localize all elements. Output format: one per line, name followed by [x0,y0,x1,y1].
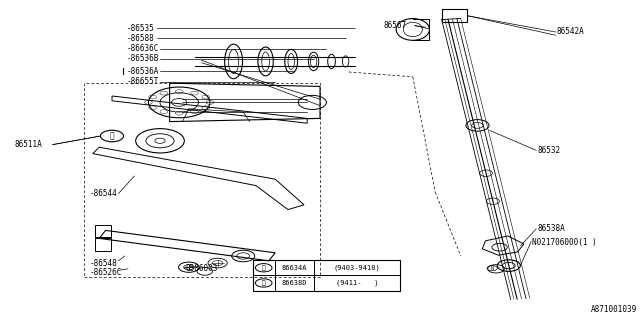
Text: -86526C: -86526C [90,268,122,277]
Text: -86548: -86548 [90,260,117,268]
Text: ①: ① [262,265,266,270]
Text: 86511A: 86511A [14,140,42,149]
Bar [84,83,320,277]
Text: 0586003: 0586003 [186,264,218,273]
Text: -86588: -86588 [127,34,154,43]
Text: -86536B: -86536B [127,54,159,63]
Text: N: N [491,266,493,271]
Text: (9411-   ): (9411- ) [336,280,378,286]
Text: ①: ① [109,132,115,140]
Bar [253,260,400,291]
Text: -86544: -86544 [90,189,117,198]
Text: (9403-9410): (9403-9410) [333,265,381,271]
Bar [95,238,111,251]
Text: ①: ① [262,280,266,286]
Text: 86532: 86532 [538,146,561,155]
Text: -86636C: -86636C [127,44,159,53]
Text: 86638D: 86638D [282,280,307,286]
Text: -86655T: -86655T [127,77,159,86]
Text: 86542A: 86542A [557,28,584,36]
Text: 86567: 86567 [384,21,407,30]
Text: -86535: -86535 [127,24,154,33]
Text: A871001039: A871001039 [591,305,637,314]
Bar [442,9,467,22]
Text: 86634A: 86634A [282,265,307,271]
Text: N021706000(1 ): N021706000(1 ) [532,238,597,247]
Bar [95,225,111,237]
Text: 86538A: 86538A [538,224,565,233]
Text: -86536A: -86536A [127,67,159,76]
